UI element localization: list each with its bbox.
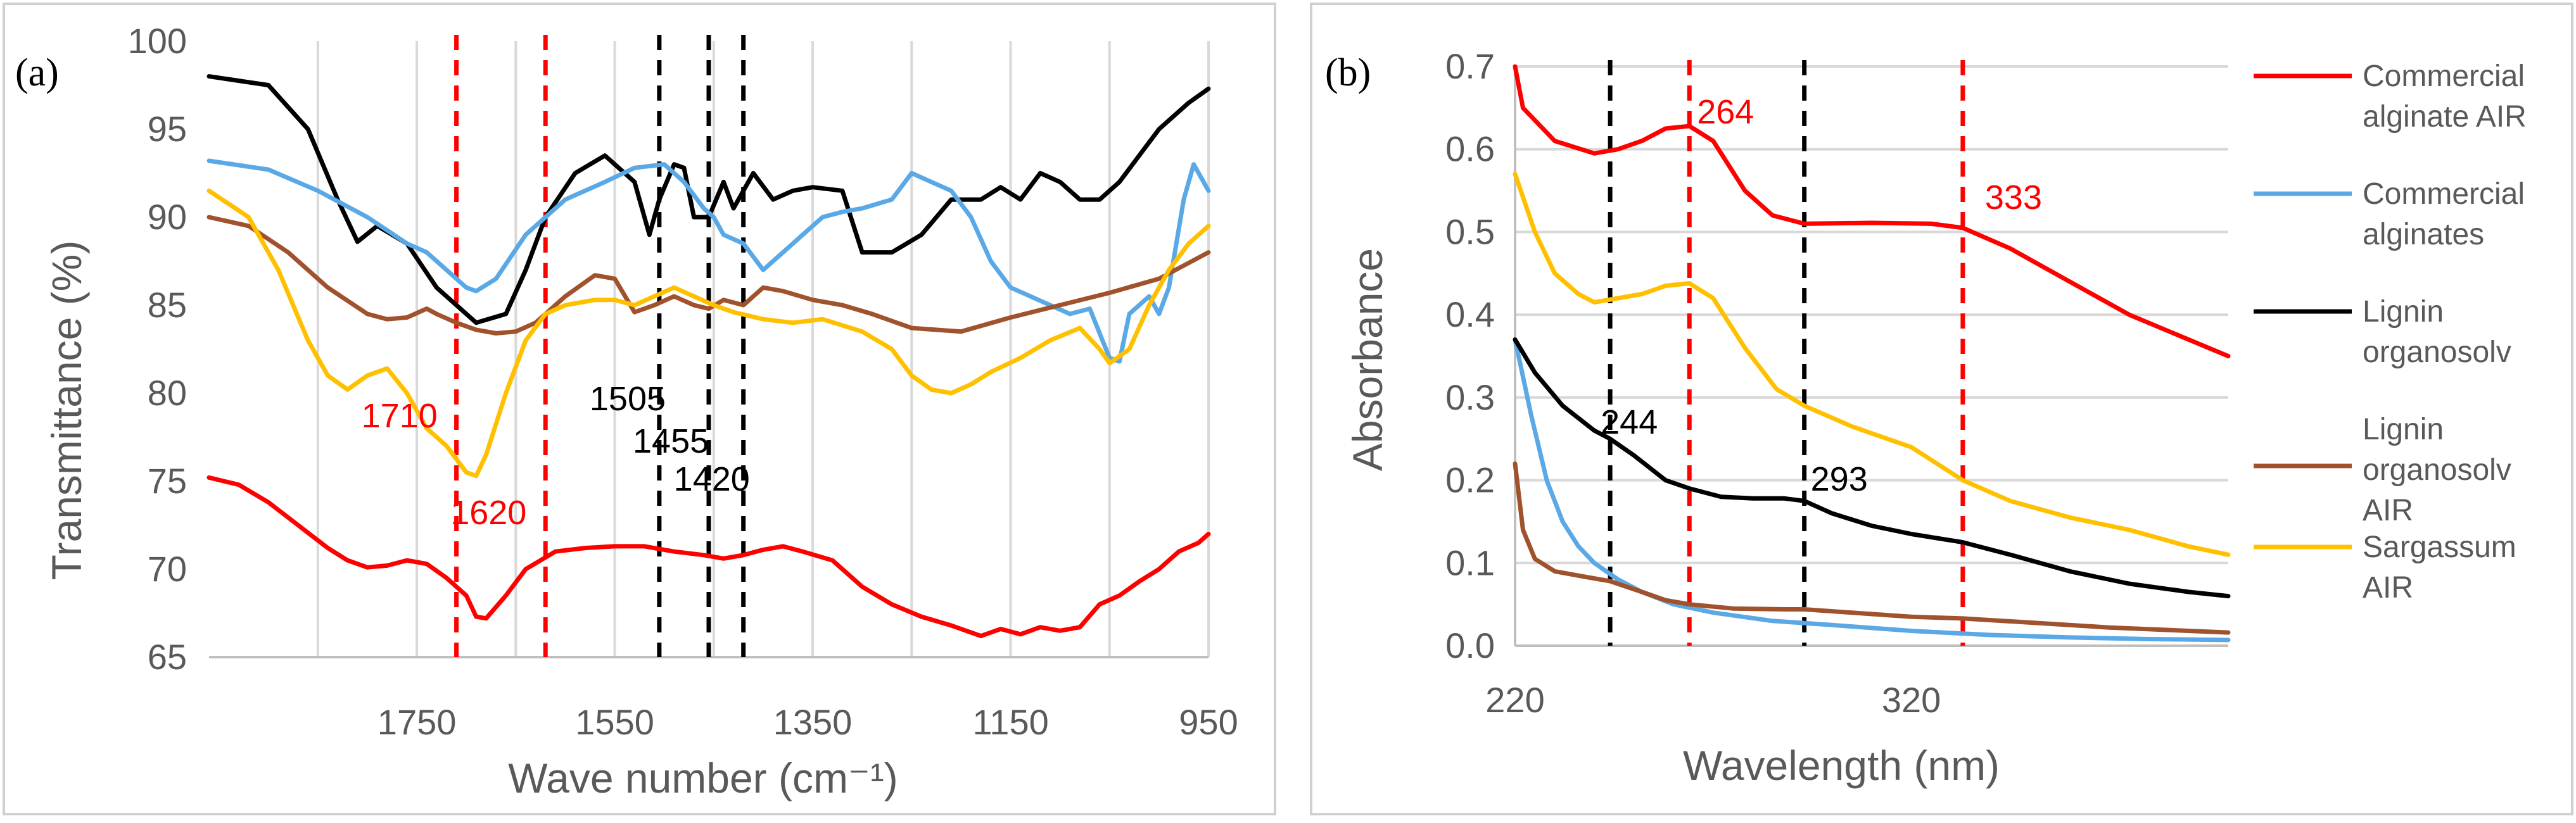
series-line-red	[206, 475, 1211, 639]
y-tick-label: 0.1	[1445, 543, 1495, 582]
legend-label: Commercial	[2363, 177, 2525, 211]
legend-label: AIR	[2363, 571, 2413, 605]
series-line-yellow	[206, 188, 1211, 479]
legend-label: Lignin	[2363, 295, 2444, 329]
x-tick-label: 1750	[378, 702, 457, 742]
panel-a-grid	[209, 41, 1210, 658]
y-tick-label: 0.5	[1445, 211, 1495, 251]
panel-b-grid	[1514, 65, 2228, 647]
series-line-black	[206, 74, 1211, 325]
y-tick-label: 65	[148, 637, 187, 677]
y-tick-label: 85	[148, 285, 187, 325]
panel-b-tick-labels: 0.0 0.1 0.2 0.3 0.4 0.5 0.6 0.7 220 320	[1445, 46, 1941, 720]
peak-label-1455: 1455	[633, 422, 709, 460]
panel-a-x-axis-title: Wave number (cm⁻¹)	[508, 755, 898, 801]
panel-a-frame	[3, 3, 1276, 815]
y-tick-label: 95	[148, 109, 187, 149]
y-tick-label: 0.2	[1445, 460, 1495, 500]
legend-label: AIR	[2363, 494, 2413, 527]
y-tick-label: 0.6	[1445, 129, 1495, 169]
peak-label-1505: 1505	[590, 380, 666, 418]
y-tick-label: 75	[148, 461, 187, 501]
y-tick-label: 80	[148, 373, 187, 413]
panel-b-frame	[1310, 3, 2573, 815]
x-tick-label: 950	[1179, 702, 1238, 742]
panel-a-series	[206, 74, 1211, 639]
x-tick-label: 1150	[972, 702, 1048, 742]
series-line-yellow	[1513, 172, 2231, 557]
legend-label: alginates	[2363, 218, 2484, 251]
peak-label-244: 244	[1601, 403, 1658, 441]
panel-b-legend: Commercial alginate AIR Commercial alginate…	[2254, 60, 2527, 605]
panel-b-reference-lines	[1608, 60, 1965, 646]
y-tick-label: 0.0	[1445, 625, 1495, 665]
legend-label: Sargassum	[2363, 531, 2516, 564]
y-tick-label: 100	[128, 21, 187, 61]
legend-label: alginate AIR	[2363, 100, 2527, 134]
y-tick-label: 0.4	[1445, 294, 1495, 334]
legend-label: organosolv	[2363, 453, 2511, 487]
peak-label-1620: 1620	[450, 494, 526, 532]
panel-b-absorbance-chart: (b) 0.0 0.1 0.2 0.3 0.4 0.5 0.6 0.7 220 320 244 26…	[1310, 3, 2573, 815]
peak-label-333: 333	[1985, 179, 2042, 217]
panel-a-label: (a)	[15, 51, 59, 94]
legend-label: Lignin	[2363, 413, 2444, 446]
panel-b-series	[1513, 64, 2231, 643]
panel-a-transmittance-chart: (a) 65 70 75 80 85 90 95 100 1750 1550 1350 1150 950…	[3, 3, 1276, 815]
series-line-blue	[1513, 337, 2231, 643]
y-tick-label: 90	[148, 197, 187, 237]
legend-label: Commercial	[2363, 60, 2525, 93]
panel-a-tick-labels: 65 70 75 80 85 90 95 100 1750 1550 1350 1150 950	[128, 21, 1238, 742]
panel-b-peak-labels: 244 264 293 333	[1601, 93, 2042, 498]
peak-label-1420: 1420	[674, 460, 750, 498]
peak-label-293: 293	[1811, 460, 1868, 498]
panel-a-y-axis-title: Transmittance (%)	[43, 241, 90, 581]
x-tick-label: 320	[1882, 680, 1941, 720]
y-tick-label: 70	[148, 549, 187, 589]
y-tick-label: 0.3	[1445, 377, 1495, 417]
series-line-brown	[206, 215, 1211, 336]
y-tick-label: 0.7	[1445, 46, 1495, 86]
panel-b-label: (b)	[1325, 51, 1371, 94]
peak-label-264: 264	[1697, 93, 1754, 131]
x-tick-label: 1550	[575, 702, 654, 742]
series-line-brown	[1513, 461, 2231, 635]
x-tick-label: 1350	[773, 702, 853, 742]
x-tick-label: 220	[1485, 680, 1544, 720]
series-line-black	[1513, 337, 2231, 599]
panel-b-y-axis-title: Absorbance	[1344, 248, 1391, 471]
peak-label-1710: 1710	[362, 397, 438, 435]
legend-label: organosolv	[2363, 336, 2511, 369]
panel-b-x-axis-title: Wavelength (nm)	[1683, 742, 2000, 789]
series-line-red	[1513, 64, 2231, 358]
series-line-blue	[206, 158, 1211, 364]
